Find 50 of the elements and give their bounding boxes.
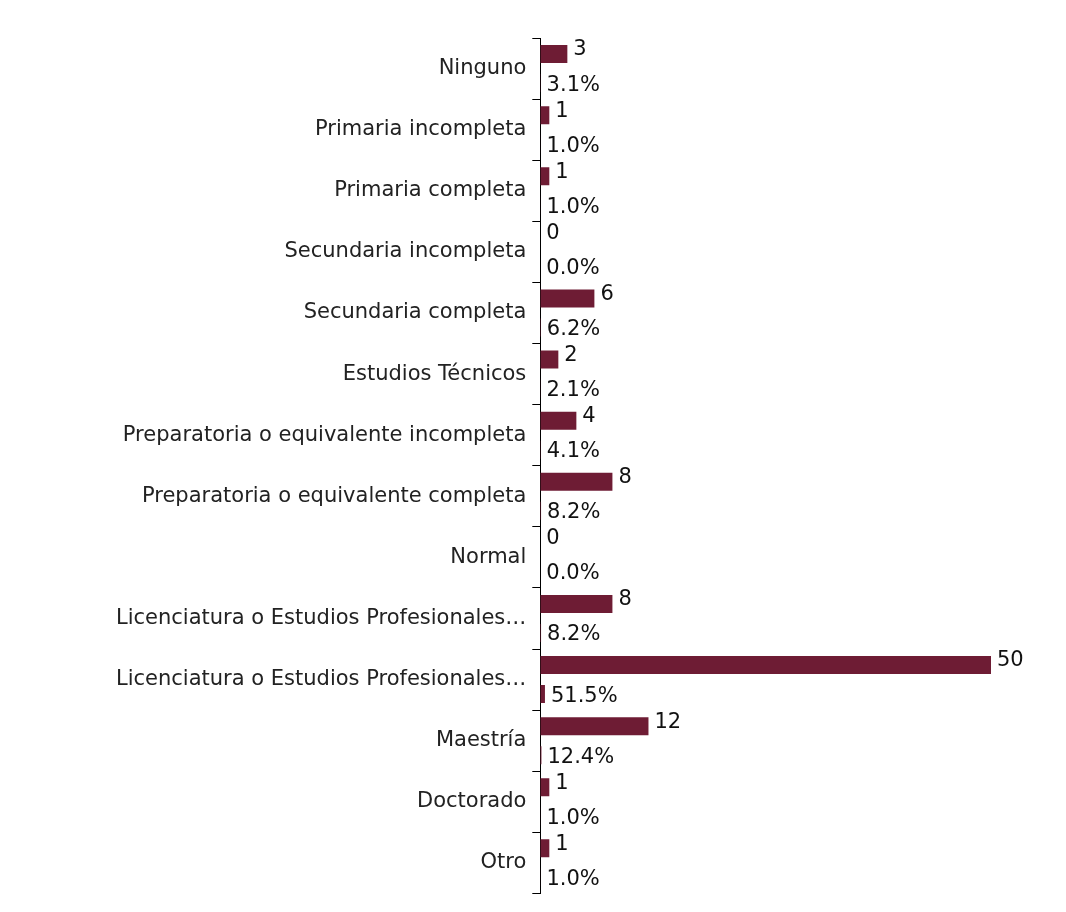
- y-tick-label: Secundaria completa: [303, 299, 527, 324]
- data-label: 1.0%: [546, 865, 600, 890]
- y-tick-label: Otro: [480, 849, 527, 874]
- bar: [540, 472, 613, 491]
- bar: [540, 656, 991, 675]
- data-label: 51.5%: [550, 682, 618, 707]
- data-label: 1: [555, 769, 569, 794]
- y-tick-label: Doctorado: [416, 788, 527, 813]
- data-label: 1.0%: [546, 804, 600, 829]
- data-label: 4: [582, 403, 596, 428]
- y-tick-label: Secundaria incompleta: [284, 238, 527, 263]
- data-label: 0.0%: [546, 560, 600, 585]
- y-tick-label: Normal: [450, 543, 527, 568]
- bar: [540, 411, 577, 430]
- y-tick-label: Licenciatura o Estudios Profesionales…: [116, 666, 527, 690]
- data-label: 2.1%: [546, 377, 600, 402]
- data-label: 0: [546, 525, 560, 550]
- data-label: 1.0%: [546, 193, 600, 218]
- bar: [540, 594, 613, 613]
- data-label: 3.1%: [546, 71, 600, 96]
- y-tick-label: Primaria incompleta: [315, 116, 527, 141]
- y-tick-label: Maestría: [435, 727, 527, 752]
- y-tick-label: Licenciatura o Estudios Profesionales…: [116, 604, 527, 629]
- data-label: 8: [618, 586, 632, 611]
- y-tick-label: Primaria completa: [334, 177, 527, 202]
- data-label: 8: [618, 464, 632, 489]
- data-label: 2: [564, 341, 578, 366]
- data-label: 1: [555, 158, 569, 183]
- data-label: 1.0%: [546, 132, 600, 157]
- data-label: 6.2%: [546, 315, 601, 340]
- y-tick-label: Preparatoria o equivalente completa: [141, 482, 527, 507]
- bar: [540, 350, 559, 369]
- data-label: 8.2%: [547, 621, 601, 646]
- bar: [540, 289, 595, 308]
- data-label: 12.4%: [547, 743, 615, 768]
- data-label: 6: [600, 280, 614, 305]
- data-label: 4.1%: [546, 438, 601, 463]
- bar: [540, 717, 649, 736]
- data-label: 8.2%: [547, 499, 601, 524]
- data-label: 0: [546, 219, 560, 244]
- data-label: 12: [654, 708, 682, 733]
- data-label: 1: [555, 830, 569, 855]
- data-label: 3: [573, 36, 587, 61]
- y-tick-label: Ninguno: [438, 55, 527, 79]
- y-tick-label: Estudios Técnicos: [342, 360, 527, 385]
- data-label: 0.0%: [546, 254, 600, 279]
- data-label: 1: [555, 97, 569, 122]
- bar: [540, 45, 568, 64]
- data-label: 50: [997, 647, 1024, 672]
- y-tick-label: Preparatoria o equivalente incompleta: [122, 421, 527, 446]
